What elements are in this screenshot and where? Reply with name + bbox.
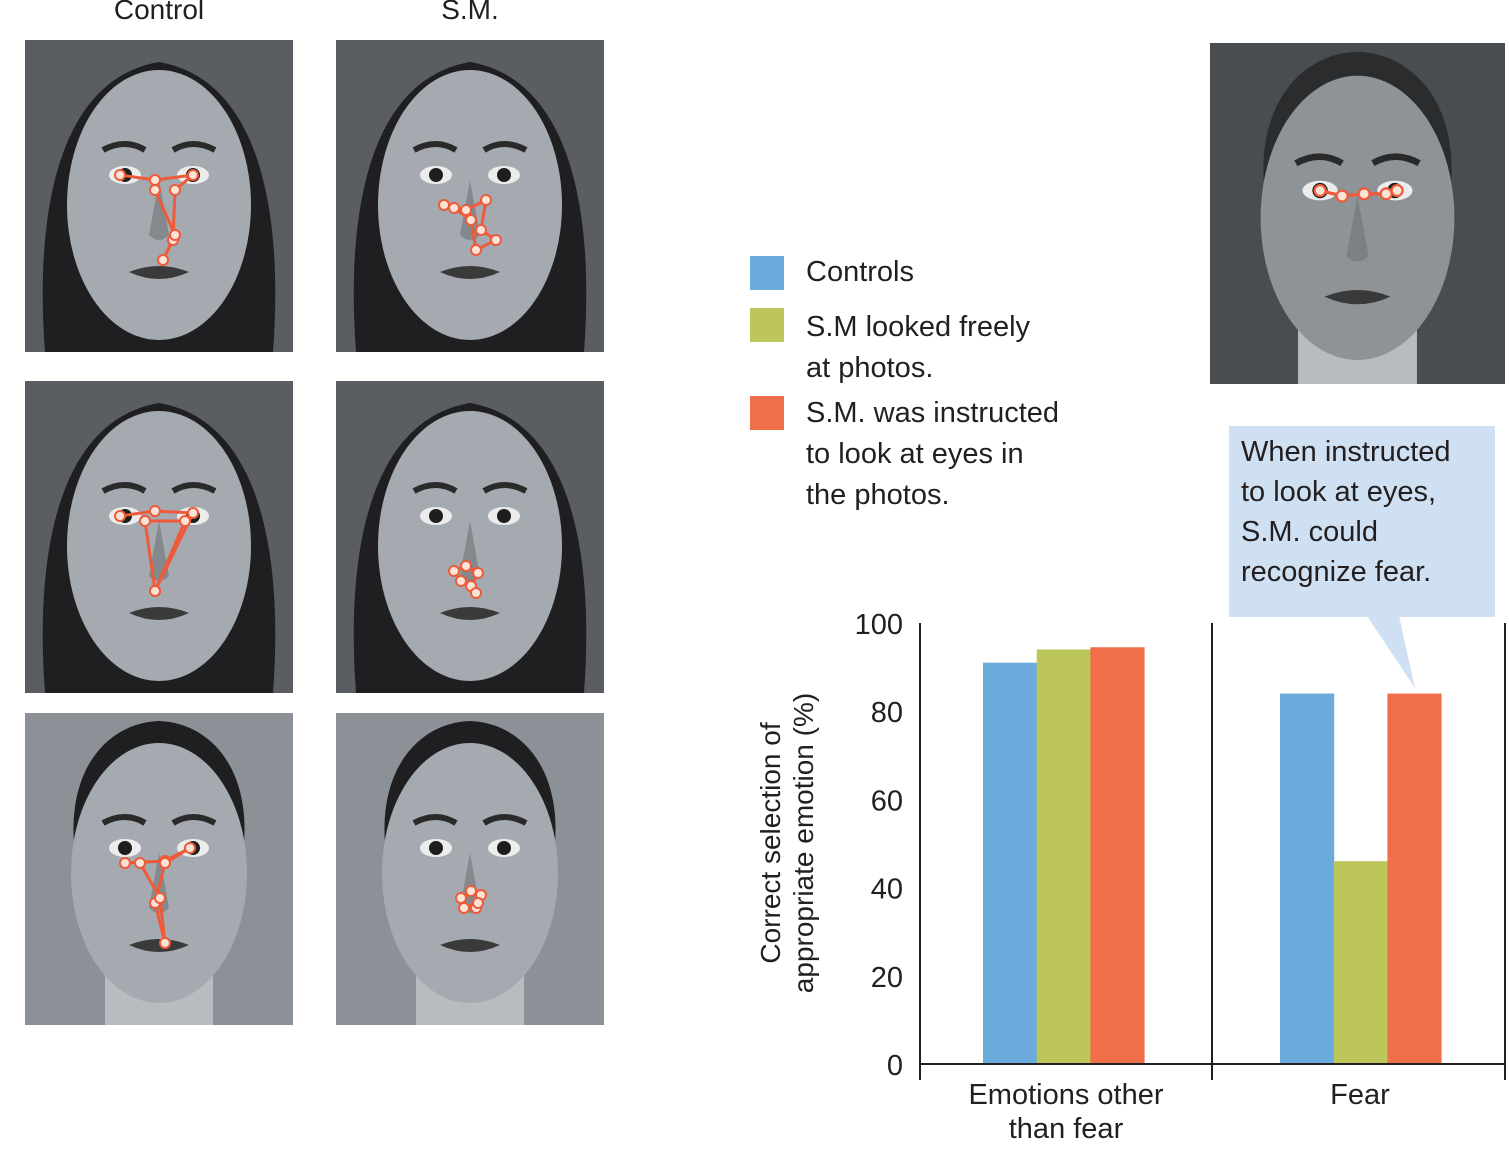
sm-face-photo-row2 bbox=[336, 381, 604, 693]
x-category-label: Fear bbox=[1330, 1079, 1390, 1111]
x-category-label: Emotions other bbox=[968, 1079, 1163, 1111]
y-tick-label: 100 bbox=[855, 609, 903, 641]
callout-line: to look at eyes, bbox=[1241, 476, 1437, 508]
bar-0-0 bbox=[983, 662, 1038, 1064]
legend-swatch-sm-instructed bbox=[750, 396, 784, 430]
sm-face-photo-row1 bbox=[336, 40, 604, 352]
callout-text: When instructed to look at eyes, S.M. co… bbox=[1241, 432, 1451, 592]
bar-1-1 bbox=[1333, 861, 1388, 1064]
legend-line: the photos. bbox=[806, 479, 950, 511]
y-tick-label: 60 bbox=[871, 785, 903, 817]
example-fear-face-photo bbox=[1210, 43, 1505, 384]
y-tick-label: 40 bbox=[871, 874, 903, 906]
legend-line: S.M looked freely bbox=[806, 311, 1031, 343]
bar-1-2 bbox=[1387, 693, 1442, 1064]
control-face-photo-row3 bbox=[25, 713, 293, 1025]
column-header-sm: S.M. bbox=[441, 0, 499, 25]
callout-pointer bbox=[1367, 616, 1415, 688]
legend-line: to look at eyes in bbox=[806, 438, 1024, 470]
control-face-photo-row2 bbox=[25, 381, 293, 693]
y-tick-label: 80 bbox=[871, 697, 903, 729]
callout-line: S.M. could bbox=[1241, 516, 1378, 548]
control-face-photo-row1 bbox=[25, 40, 293, 352]
y-axis-label-line-1: Correct selection of bbox=[755, 722, 786, 963]
y-tick-label: 20 bbox=[871, 962, 903, 994]
legend-label-sm-instructed: S.M. was instructed to look at eyes in t… bbox=[806, 393, 1059, 516]
x-category-label: than fear bbox=[1009, 1113, 1124, 1145]
callout-box: When instructed to look at eyes, S.M. co… bbox=[1229, 426, 1495, 617]
y-tick-label: 0 bbox=[887, 1050, 903, 1082]
legend-label-sm-free: S.M looked freely at photos. bbox=[806, 307, 1030, 389]
bar-0-2 bbox=[1090, 647, 1145, 1064]
callout-line: When instructed bbox=[1241, 436, 1451, 468]
legend-line: at photos. bbox=[806, 352, 934, 384]
sm-face-photo-row3 bbox=[336, 713, 604, 1025]
legend-swatch-sm-free bbox=[750, 308, 784, 342]
legend-label-controls: Controls bbox=[806, 252, 914, 293]
legend-swatch-controls bbox=[750, 256, 784, 290]
bar-0-1 bbox=[1036, 649, 1091, 1064]
legend-line: Controls bbox=[806, 256, 914, 288]
callout-line: recognize fear. bbox=[1241, 556, 1432, 588]
column-header-control: Control bbox=[113, 0, 205, 25]
bar-1-0 bbox=[1280, 693, 1335, 1064]
legend-line: S.M. was instructed bbox=[806, 397, 1060, 429]
y-axis-label-line-2: appropriate emotion (%) bbox=[788, 693, 819, 993]
